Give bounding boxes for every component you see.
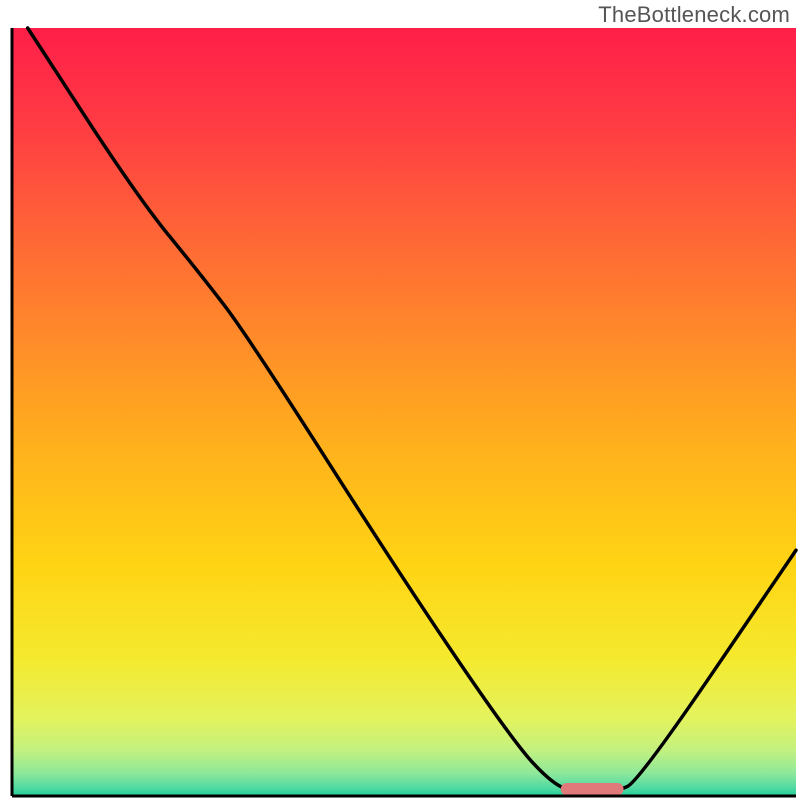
watermark-text: TheBottleneck.com <box>598 2 790 28</box>
chart-container: TheBottleneck.com <box>0 0 800 800</box>
chart-background <box>12 28 796 796</box>
optimal-range-marker <box>561 783 624 795</box>
bottleneck-chart <box>0 0 800 800</box>
